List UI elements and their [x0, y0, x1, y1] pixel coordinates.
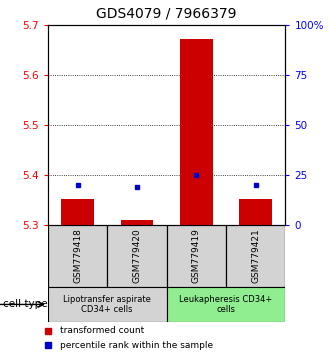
- Text: percentile rank within the sample: percentile rank within the sample: [60, 341, 214, 350]
- Bar: [167, 225, 226, 287]
- Text: transformed count: transformed count: [60, 326, 145, 335]
- Bar: [121, 220, 153, 225]
- Bar: [167, 287, 285, 322]
- Bar: [239, 199, 272, 225]
- Bar: [226, 225, 285, 287]
- Bar: [48, 225, 107, 287]
- Text: GSM779420: GSM779420: [132, 228, 142, 283]
- Text: GSM779418: GSM779418: [73, 228, 82, 283]
- Text: Lipotransfer aspirate
CD34+ cells: Lipotransfer aspirate CD34+ cells: [63, 295, 151, 314]
- Text: Leukapheresis CD34+
cells: Leukapheresis CD34+ cells: [180, 295, 273, 314]
- Text: GSM779419: GSM779419: [192, 228, 201, 283]
- Bar: [180, 39, 213, 225]
- Title: GDS4079 / 7966379: GDS4079 / 7966379: [96, 7, 237, 21]
- Bar: [48, 287, 167, 322]
- Text: GSM779421: GSM779421: [251, 228, 260, 283]
- Bar: [107, 225, 167, 287]
- Bar: [61, 199, 94, 225]
- Text: cell type: cell type: [3, 299, 48, 309]
